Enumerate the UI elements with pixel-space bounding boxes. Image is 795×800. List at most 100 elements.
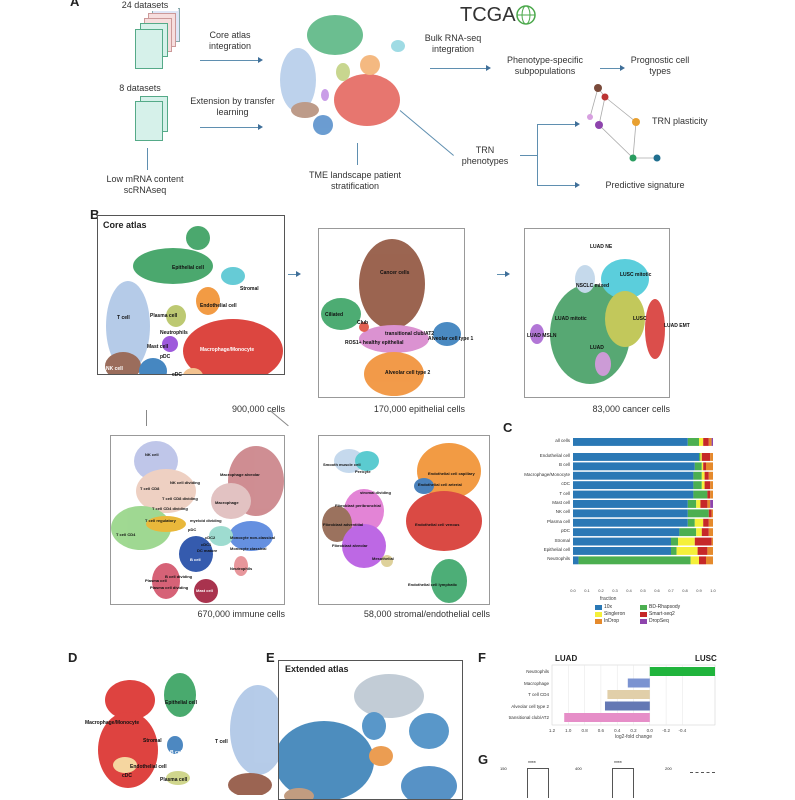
bar-segment-BD-Rhapsody xyxy=(693,481,702,490)
legend-item: 10x xyxy=(595,604,612,610)
bar-segment-InDrop xyxy=(710,490,713,499)
tme-label: TME landscape patient stratification xyxy=(308,170,402,191)
bar-segment-InDrop xyxy=(707,547,713,555)
bar-segment-InDrop xyxy=(708,471,713,480)
umap-label: Epithelial cell xyxy=(165,700,197,706)
category-label: Neutrophils xyxy=(547,556,570,562)
bar-segment-InDrop xyxy=(706,556,713,565)
tick-label: 0.8 xyxy=(581,728,588,733)
tick-label: 0.3 xyxy=(612,588,618,593)
datasets-bottom-label: 8 datasets xyxy=(119,83,161,93)
bar-segment-Smart-seq2 xyxy=(708,509,712,518)
category-label: Macrophage/Monocyte xyxy=(524,471,570,477)
tick-label: 400 xyxy=(575,766,582,771)
extended-atlas-title: Extended atlas xyxy=(285,664,349,674)
significance-marker: **** xyxy=(614,761,622,767)
umap-label: ROS1+ healthy epithelial xyxy=(345,340,404,346)
bar-segment-10x xyxy=(573,471,694,480)
chart-f: LUAD LUSC Neutrophils Macrophage T cell CD… xyxy=(470,650,740,745)
bar-segment-Smart-seq2 xyxy=(704,471,709,480)
arrow-to-cancer xyxy=(497,271,510,277)
low-mrna-label: Low mRNA content scRNAseq xyxy=(106,174,184,195)
category-label: T cell CD4 xyxy=(528,692,549,697)
umap-label: Neutrophils xyxy=(230,566,253,571)
umap-label: Endothelial cell capillary xyxy=(428,471,475,476)
arrow-plasticity xyxy=(537,121,580,127)
bar-segment-Smart-seq2 xyxy=(700,500,708,508)
bar-segment-BD-Rhapsody xyxy=(693,490,708,499)
category-label: Neutrophils xyxy=(526,669,549,674)
umap-label: Endothelial cell venous xyxy=(415,522,460,527)
umap-label: Plasma cell dividing xyxy=(150,585,189,590)
bar-segment-10x xyxy=(573,462,695,471)
core-atlas-caption: 900,000 cells xyxy=(231,404,285,414)
bar-segment-BD-Rhapsody xyxy=(687,509,709,518)
bar-segment-10x xyxy=(573,537,671,546)
bar-segment-10x xyxy=(573,500,688,508)
bar-segment-InDrop xyxy=(711,537,713,546)
umap-label: Endothelial cell lymphatic xyxy=(408,582,458,587)
category-label: Stromal xyxy=(554,537,570,543)
tick-label: 0.6 xyxy=(654,588,660,593)
bar-segment-10x xyxy=(573,453,699,461)
bar-segment-10x xyxy=(573,547,671,555)
cancer-umap xyxy=(524,228,670,398)
bar-segment-BD-Rhapsody xyxy=(671,547,677,555)
umap-label: Mast cell xyxy=(147,344,169,350)
umap-label: T cell xyxy=(117,315,130,321)
bar-segment-Smart-seq2 xyxy=(703,462,706,471)
bar-segment-10x xyxy=(573,528,680,537)
bar-segment-10x xyxy=(573,518,688,527)
tick-label: 0.2 xyxy=(598,588,604,593)
umap-label: cDC xyxy=(122,773,133,779)
category-label: Epithelial cell xyxy=(543,547,570,552)
predictive-label: Predictive signature xyxy=(605,180,685,190)
bar-segment-Smart-seq2 xyxy=(701,453,711,461)
umap-label: NK cell xyxy=(145,452,159,457)
umap-label: pDC xyxy=(160,354,171,360)
bar-segment-Smart-seq2 xyxy=(704,481,711,490)
bar-segment-Smart-seq2 xyxy=(701,528,709,537)
bulk-label: Bulk RNA-seq integration xyxy=(424,33,482,54)
umap-label: Pericyte xyxy=(355,469,371,474)
tick-label: 0.4 xyxy=(614,728,621,733)
umap-label: Mesothelial xyxy=(372,556,394,561)
bar-segment-InDrop xyxy=(708,438,712,446)
arrow-to-epithelial xyxy=(288,271,301,277)
category-label: cDC xyxy=(561,481,570,487)
bar-segment-InDrop xyxy=(711,509,713,518)
umap-label: Fibroblast alveolar xyxy=(332,543,368,548)
bar-segment-InDrop xyxy=(708,528,713,537)
bar xyxy=(627,678,650,688)
bar-segment-Singleron xyxy=(701,481,705,490)
category-label: T cell xyxy=(559,490,570,496)
up-arrow xyxy=(147,148,148,170)
bar-segment-10x xyxy=(573,438,688,446)
bar-segment-Smart-seq2 xyxy=(699,556,706,565)
panel-label-c: C xyxy=(503,420,513,435)
panel-label-a: A xyxy=(70,0,80,9)
significance-marker: **** xyxy=(528,761,536,767)
panel-label-e: E xyxy=(266,650,275,665)
umap-label: LUSC xyxy=(633,316,647,322)
luad-label: LUAD xyxy=(555,654,578,663)
umap-label: Fibroblast adventitial xyxy=(323,522,364,527)
tick-label: 0.7 xyxy=(668,588,674,593)
bar-segment-Singleron xyxy=(690,556,699,565)
bar-segment-BD-Rhapsody xyxy=(694,462,702,471)
tick-label: -0.2 xyxy=(662,728,670,733)
lusc-label: LUSC xyxy=(695,654,717,663)
stromal-umap xyxy=(318,435,490,605)
core-atlas-title: Core atlas xyxy=(103,220,147,230)
panel-label-f: F xyxy=(478,650,486,665)
umap-label: cDC1 xyxy=(201,542,212,547)
umap-label: Plasma cell xyxy=(150,313,178,319)
umap-label: Stromal xyxy=(143,738,162,744)
bar-segment-Singleron xyxy=(696,500,701,508)
umap-label: B cell xyxy=(170,750,184,756)
umap-label: T cell xyxy=(215,739,228,745)
umap-label: NK cell xyxy=(106,366,123,372)
tick-label: -0.4 xyxy=(679,728,687,733)
tick-label: 150 xyxy=(500,766,507,771)
legend-swatch xyxy=(595,604,602,610)
